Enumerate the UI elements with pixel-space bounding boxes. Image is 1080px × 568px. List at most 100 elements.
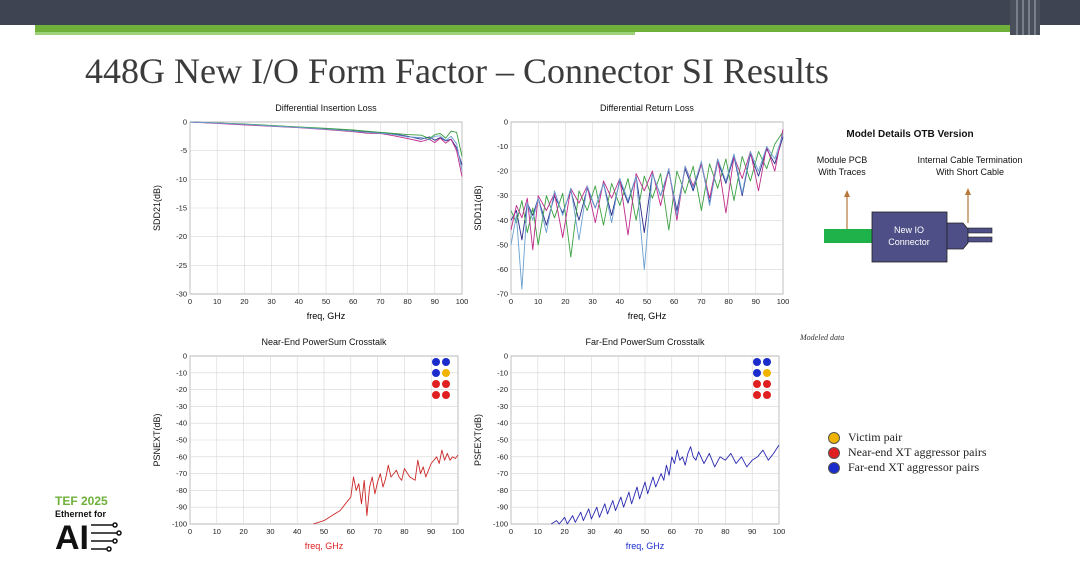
x-tick-label: 20 [239, 527, 247, 536]
y-tick-label: -20 [497, 167, 508, 176]
x-tick-label: 100 [452, 527, 465, 536]
pair-dot-icon [442, 369, 450, 377]
pair-dot-icon [763, 369, 771, 377]
x-tick-label: 90 [431, 297, 439, 306]
y-tick-label: -50 [497, 436, 508, 445]
y-tick-label: -20 [176, 385, 187, 394]
y-tick-label: -10 [497, 368, 508, 377]
slide-title: 448G New I/O Form Factor – Connector SI … [85, 51, 829, 91]
x-tick-label: 10 [213, 297, 221, 306]
y-tick-label: -30 [497, 191, 508, 200]
x-tick-label: 30 [588, 297, 596, 306]
pair-dot-icon [753, 369, 761, 377]
x-tick-label: 50 [643, 297, 651, 306]
pair-legend: Victim pair Near-end XT aggressor pairs Fa… [828, 430, 987, 475]
y-tick-label: -50 [497, 240, 508, 249]
chart-near-end-crosstalk: Near-End PowerSum Crosstalk 0 10 20 30 40 50 60… [152, 337, 465, 551]
y-tick-label: -90 [497, 503, 508, 512]
y-tick-label: -100 [493, 520, 508, 529]
pair-dot-icon [432, 369, 440, 377]
y-tick-label: -10 [176, 175, 187, 184]
x-tick-label: 20 [240, 297, 248, 306]
y-tick-label: -60 [497, 452, 508, 461]
chart-title: Differential Insertion Loss [275, 103, 377, 113]
y-tick-label: -20 [176, 232, 187, 241]
x-tick-label: 60 [670, 297, 678, 306]
x-tick-label: 70 [697, 297, 705, 306]
connector-shape [871, 211, 948, 263]
y-tick-label: -70 [497, 469, 508, 478]
y-tick-label: -30 [176, 402, 187, 411]
chart-insertion-loss: Differential Insertion Loss 0 10 20 30 40 50 60… [152, 103, 469, 321]
series-line-1 [189, 121, 463, 157]
modeled-data-note: Modeled data [800, 333, 845, 342]
cable-arrow-head [965, 188, 971, 195]
x-tick-label: 80 [400, 527, 408, 536]
x-tick-label: 40 [614, 527, 622, 536]
y-tick-label: -90 [176, 503, 187, 512]
left-label-line2: With Traces [818, 167, 866, 177]
legend-dot-icon [828, 461, 840, 474]
model-details-title: Model Details OTB Version [846, 129, 973, 140]
x-tick-label: 50 [641, 527, 649, 536]
series-line-1 [510, 131, 784, 258]
pair-dot-icon [432, 358, 440, 366]
x-tick-label: 30 [267, 297, 275, 306]
pcb-arrow-head [844, 190, 850, 197]
x-tick-label: 0 [509, 527, 513, 536]
y-axis-label: SDD11(dB) [473, 185, 483, 230]
y-tick-label: -30 [176, 290, 187, 299]
y-tick-label: 0 [504, 352, 508, 361]
y-axis-label: PSNEXT(dB) [152, 413, 162, 466]
x-tick-label: 90 [752, 297, 760, 306]
slide-accent-bar-light [35, 32, 635, 35]
y-tick-label: 0 [183, 118, 187, 127]
y-tick-label: -70 [497, 290, 508, 299]
x-tick-label: 20 [561, 297, 569, 306]
pair-dot-icon [432, 391, 440, 399]
left-label-line1: Module PCB [817, 155, 868, 165]
model-details-diagram: Model Details OTB Version Module PCB Wit… [817, 129, 1022, 263]
x-tick-label: 100 [456, 297, 469, 306]
pair-dot-icon [763, 380, 771, 388]
cable-wire-2 [967, 236, 993, 243]
x-tick-label: 80 [721, 527, 729, 536]
x-tick-label: 40 [616, 297, 624, 306]
x-tick-label: 0 [188, 527, 192, 536]
x-tick-label: 70 [376, 297, 384, 306]
x-tick-label: 80 [724, 297, 732, 306]
cable-wire-1 [967, 227, 993, 234]
connector-label-line1: New IO [894, 225, 924, 235]
pair-dot-icon [763, 391, 771, 399]
pair-dot-icon [753, 380, 761, 388]
y-tick-label: -50 [176, 436, 187, 445]
right-label-line2: With Short Cable [936, 167, 1004, 177]
chart-title: Differential Return Loss [600, 103, 694, 113]
pair-dot-icon [753, 391, 761, 399]
x-axis-label: freq, GHz [626, 541, 665, 551]
chart-return-loss: Differential Return Loss 0 10 20 30 40 50 60 70 8… [473, 103, 789, 321]
x-tick-label: 90 [427, 527, 435, 536]
x-tick-label: 20 [560, 527, 568, 536]
x-tick-label: 40 [295, 297, 303, 306]
legend-dot-icon [828, 446, 840, 459]
slide-accent-bar [35, 25, 1040, 32]
pair-dot-icon [432, 380, 440, 388]
x-axis-label: freq, GHz [305, 541, 344, 551]
series-line-0 [550, 444, 780, 525]
legend-label: Near-end XT aggressor pairs [848, 445, 987, 459]
x-tick-label: 10 [534, 297, 542, 306]
y-tick-label: 0 [504, 118, 508, 127]
x-axis-label: freq, GHz [628, 311, 667, 321]
y-tick-label: -100 [172, 520, 187, 529]
pair-dot-icon [442, 380, 450, 388]
x-tick-label: 50 [320, 527, 328, 536]
slide-top-bar [0, 0, 1080, 25]
series-line-0 [313, 449, 459, 525]
cable-termination-shape [946, 222, 969, 250]
x-tick-label: 60 [349, 297, 357, 306]
badge-line3: AI [55, 519, 89, 557]
legend-item: Far-end XT aggressor pairs [828, 460, 987, 475]
x-tick-label: 90 [748, 527, 756, 536]
x-tick-label: 40 [293, 527, 301, 536]
